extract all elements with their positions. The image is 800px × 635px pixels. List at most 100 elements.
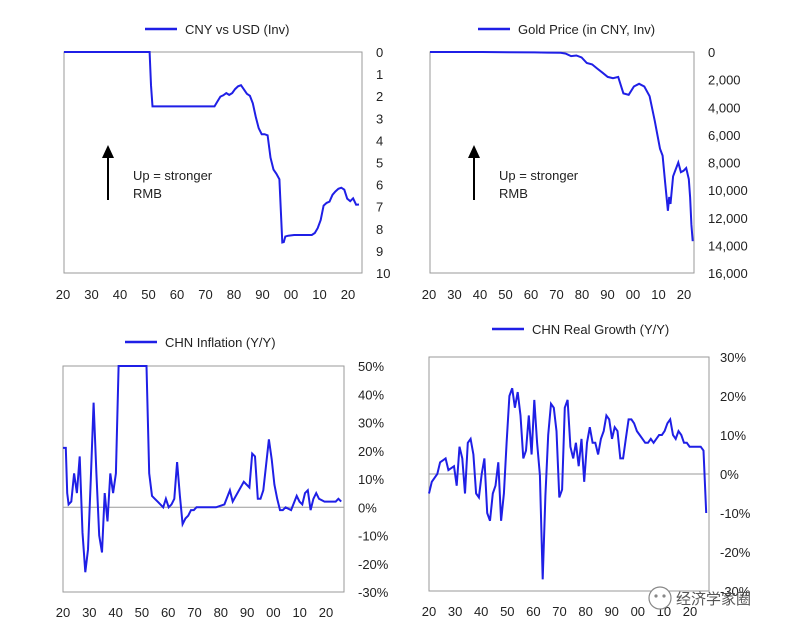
x-axis-infl: 20 30 40 50 60 70 80 90 00 10 20 (56, 605, 333, 620)
x-tick-label: 30 (448, 604, 462, 619)
y-axis-growth: 30% 20% 10% 0% -10% -20% -30% (720, 350, 751, 599)
y-tick-label: 3 (376, 111, 383, 126)
x-tick-label: 60 (161, 605, 175, 620)
x-tick-label: 20 (319, 605, 333, 620)
x-tick-label: 80 (214, 605, 228, 620)
x-tick-label: 30 (82, 605, 96, 620)
y-tick-label: 0% (358, 500, 377, 515)
y-tick-label: 40% (358, 387, 384, 402)
y-axis-infl: 50% 40% 30% 20% 10% 0% -10% -20% -30% (358, 359, 389, 600)
annotation-line1-cny: Up = stronger (133, 168, 213, 183)
up-arrow-icon (468, 145, 480, 158)
annotation-line1-gold: Up = stronger (499, 168, 579, 183)
x-tick-label: 20 (422, 287, 436, 302)
y-tick-label: 2,000 (708, 73, 741, 88)
series-line-infl (63, 365, 342, 573)
wechat-icon-eye (662, 594, 666, 598)
chart-growth: CHN Real Growth (Y/Y) 30% 20% 10% 0% -10% -20… (422, 322, 751, 619)
up-arrow-icon (102, 145, 114, 158)
y-tick-label: 20% (358, 444, 384, 459)
x-tick-label: 00 (631, 604, 645, 619)
legend-label-infl: CHN Inflation (Y/Y) (165, 335, 276, 350)
x-tick-label: 50 (135, 605, 149, 620)
series-line-gold (430, 51, 694, 242)
x-tick-label: 20 (683, 604, 697, 619)
chart-cny: CNY vs USD (Inv) 0 1 2 3 4 5 6 7 8 9 10 20 30 40 50 60… (56, 22, 391, 302)
y-axis-gold: 0 2,000 4,000 6,000 8,000 10,000 12,000 14,000 1… (708, 45, 748, 281)
y-tick-label: -30% (358, 585, 389, 600)
x-tick-label: 70 (552, 604, 566, 619)
x-tick-label: 70 (187, 605, 201, 620)
wechat-icon-eye (654, 594, 658, 598)
x-tick-label: 50 (498, 287, 512, 302)
x-tick-label: 30 (447, 287, 461, 302)
watermark-text: 经济学家圈 (676, 591, 751, 608)
x-tick-label: 70 (549, 287, 563, 302)
x-tick-label: 80 (578, 604, 592, 619)
y-tick-label: 0% (720, 467, 739, 482)
legend-label-gold: Gold Price (in CNY, Inv) (518, 22, 655, 37)
y-tick-label: 0 (376, 45, 383, 60)
y-tick-label: 30% (358, 416, 384, 431)
x-tick-label: 20 (56, 605, 70, 620)
y-tick-label: 12,000 (708, 211, 748, 226)
x-tick-label: 10 (312, 287, 326, 302)
y-tick-label: 9 (376, 244, 383, 259)
chart-gold: Gold Price (in CNY, Inv) 0 2,000 4,000 6,00… (422, 22, 748, 302)
y-tick-label: 8,000 (708, 156, 741, 171)
x-axis-cny: 20 30 40 50 60 70 80 90 00 10 20 (56, 287, 355, 302)
x-tick-label: 10 (651, 287, 665, 302)
y-tick-label: 4,000 (708, 100, 741, 115)
y-tick-label: 20% (720, 389, 746, 404)
series-line-cny (64, 51, 360, 244)
annotation-line2-gold: RMB (499, 186, 528, 201)
x-tick-label: 80 (227, 287, 241, 302)
y-tick-label: 6 (376, 178, 383, 193)
legend-label-growth: CHN Real Growth (Y/Y) (532, 322, 669, 337)
watermark: 经济学家圈 (648, 586, 751, 610)
x-tick-label: 40 (473, 287, 487, 302)
x-axis-growth: 20 30 40 50 60 70 80 90 00 10 20 (422, 604, 697, 619)
x-tick-label: 90 (255, 287, 269, 302)
x-tick-label: 40 (113, 287, 127, 302)
x-tick-label: 10 (292, 605, 306, 620)
legend-label-cny: CNY vs USD (Inv) (185, 22, 290, 37)
x-tick-label: 00 (266, 605, 280, 620)
x-tick-label: 70 (198, 287, 212, 302)
x-tick-label: 00 (626, 287, 640, 302)
y-tick-label: 10,000 (708, 183, 748, 198)
x-tick-label: 50 (141, 287, 155, 302)
plot-frame-cny (63, 51, 363, 274)
x-tick-label: 60 (524, 287, 538, 302)
y-tick-label: 10% (358, 472, 384, 487)
x-tick-label: 20 (56, 287, 70, 302)
x-tick-label: 90 (604, 604, 618, 619)
x-tick-label: 20 (677, 287, 691, 302)
y-tick-label: -10% (358, 529, 389, 544)
y-tick-label: 10% (720, 428, 746, 443)
x-tick-label: 20 (341, 287, 355, 302)
x-tick-label: 00 (284, 287, 298, 302)
x-tick-label: 40 (108, 605, 122, 620)
chart-inflation: CHN Inflation (Y/Y) 50% 40% 30% 20% 10% 0% -10… (56, 335, 389, 620)
x-tick-label: 80 (575, 287, 589, 302)
x-tick-label: 90 (600, 287, 614, 302)
y-tick-label: 2 (376, 89, 383, 104)
x-tick-label: 30 (84, 287, 98, 302)
x-tick-label: 90 (240, 605, 254, 620)
x-tick-label: 50 (500, 604, 514, 619)
y-tick-label: 1 (376, 67, 383, 82)
y-tick-label: 16,000 (708, 266, 748, 281)
y-tick-label: 7 (376, 200, 383, 215)
plot-frame-gold (429, 51, 695, 274)
wechat-icon (648, 586, 672, 610)
y-axis-cny: 0 1 2 3 4 5 6 7 8 9 10 (376, 45, 390, 281)
x-tick-label: 20 (422, 604, 436, 619)
y-tick-label: 50% (358, 359, 384, 374)
y-tick-label: -30% (720, 584, 751, 599)
y-tick-label: 8 (376, 222, 383, 237)
y-tick-label: -20% (358, 557, 389, 572)
y-tick-label: 30% (720, 350, 746, 365)
x-axis-gold: 20 30 40 50 60 70 80 90 00 10 20 (422, 287, 691, 302)
